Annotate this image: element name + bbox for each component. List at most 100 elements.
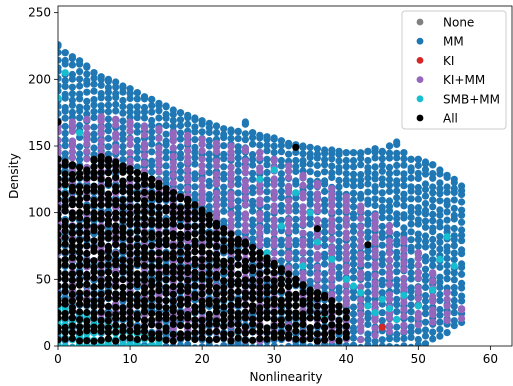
point-mm-1967 bbox=[458, 182, 466, 190]
point-all-143 bbox=[90, 309, 98, 318]
point-ki-mm-578 bbox=[328, 275, 336, 283]
point-all-352 bbox=[140, 229, 149, 237]
point-mm-1016 bbox=[234, 154, 242, 162]
point-all-259 bbox=[119, 304, 127, 312]
y-tick-label: 150 bbox=[28, 139, 51, 153]
point-smb-mm-92 bbox=[400, 291, 408, 299]
point-all-274 bbox=[119, 203, 127, 211]
point-all-442 bbox=[169, 304, 177, 312]
point-mm-79 bbox=[61, 129, 69, 137]
point-all-346 bbox=[140, 270, 149, 279]
point-mm-1627 bbox=[371, 145, 379, 153]
point-mm-1775 bbox=[407, 203, 415, 212]
point-mm-1879 bbox=[436, 278, 444, 286]
point-mm-1805 bbox=[414, 204, 422, 212]
point-all-595 bbox=[220, 296, 228, 304]
point-all-96 bbox=[76, 261, 84, 269]
point-ki-mm-115 bbox=[97, 113, 105, 121]
point-mm-1881 bbox=[436, 263, 444, 271]
point-ki-mm-52 bbox=[68, 127, 76, 136]
point-mm-1749 bbox=[400, 170, 408, 178]
point-mm-174 bbox=[76, 103, 84, 111]
point-mm-1806 bbox=[414, 195, 422, 203]
point-all-26 bbox=[58, 163, 62, 171]
point-all-584 bbox=[212, 242, 221, 250]
point-all-339 bbox=[140, 316, 149, 324]
point-ki-mm-425 bbox=[241, 177, 249, 185]
point-mm-1397 bbox=[321, 228, 329, 236]
point-mm-1511 bbox=[349, 294, 358, 302]
point-all-186 bbox=[97, 215, 105, 223]
point-mm-1529 bbox=[349, 176, 358, 184]
point-all-257 bbox=[119, 314, 127, 323]
point-smb-mm-87 bbox=[357, 289, 365, 297]
point-all-298 bbox=[126, 229, 134, 237]
point-ki-mm-695 bbox=[414, 294, 422, 303]
point-mm-1212 bbox=[277, 194, 285, 202]
point-all-633 bbox=[234, 277, 242, 285]
point-all-247 bbox=[112, 197, 120, 205]
point-all-95 bbox=[76, 269, 84, 277]
point-all-221 bbox=[104, 176, 112, 184]
point-mm-660 bbox=[162, 148, 170, 156]
point-mm-168 bbox=[76, 143, 84, 151]
point-mm-1525 bbox=[349, 203, 358, 211]
point-ki-mm-23 bbox=[58, 137, 62, 145]
point-mm-731 bbox=[176, 174, 185, 183]
point-smb-mm-97 bbox=[450, 262, 458, 270]
point-all-440 bbox=[169, 314, 177, 322]
point-mm-1957 bbox=[458, 246, 466, 254]
point-all-324 bbox=[133, 235, 141, 243]
point-mm-176 bbox=[76, 90, 84, 98]
point-mm-1156 bbox=[263, 133, 271, 141]
point-all-308 bbox=[126, 165, 134, 173]
point-all-475 bbox=[176, 241, 185, 249]
point-all-748 bbox=[299, 336, 307, 344]
point-all-141 bbox=[90, 323, 98, 331]
point-mm-1765 bbox=[407, 269, 415, 277]
point-all-71 bbox=[68, 243, 76, 251]
point-mm-1459 bbox=[335, 230, 343, 238]
point-all-304 bbox=[126, 188, 134, 196]
point-mm-474 bbox=[126, 85, 134, 93]
point-all-208 bbox=[104, 261, 112, 269]
point-all-12 bbox=[58, 257, 62, 265]
point-ki-mm-329 bbox=[198, 193, 206, 201]
point-mm-1439 bbox=[328, 155, 336, 163]
point-ki-mm-481 bbox=[270, 202, 278, 210]
point-smb-mm-89 bbox=[371, 309, 379, 317]
point-mm-1747 bbox=[400, 182, 408, 190]
point-mm-1522 bbox=[349, 222, 358, 230]
point-all-315 bbox=[133, 297, 141, 305]
point-mm-1740 bbox=[400, 230, 408, 238]
point-mm-1712 bbox=[393, 200, 401, 208]
point-mm-256 bbox=[90, 144, 98, 152]
point-ki-mm-398 bbox=[227, 148, 235, 156]
point-all-502 bbox=[184, 215, 192, 223]
point-all-206 bbox=[104, 275, 112, 283]
point-mm-1578 bbox=[364, 261, 372, 269]
point-all-436 bbox=[162, 185, 170, 193]
point-mm-1266 bbox=[292, 262, 300, 271]
point-all-462 bbox=[176, 330, 185, 338]
point-mm-262 bbox=[90, 101, 98, 109]
point-smb-mm-83 bbox=[313, 238, 321, 246]
point-all-503 bbox=[184, 209, 192, 217]
point-mm-1873 bbox=[436, 318, 444, 326]
point-mm-1019 bbox=[234, 135, 242, 143]
point-ki-mm-713 bbox=[443, 317, 451, 325]
point-all-534 bbox=[198, 302, 206, 311]
point-mm-391 bbox=[112, 90, 120, 98]
point-all-654 bbox=[241, 247, 249, 256]
point-smb-mm-95 bbox=[436, 255, 444, 263]
point-smb-mm-15 bbox=[69, 344, 76, 346]
point-mm-1332 bbox=[306, 249, 314, 257]
point-mm-952 bbox=[220, 131, 228, 139]
point-all-704 bbox=[270, 315, 278, 323]
point-all-456 bbox=[169, 209, 177, 217]
point-all-399 bbox=[155, 262, 163, 270]
point-all-675 bbox=[256, 315, 264, 323]
point-all-643 bbox=[241, 323, 249, 331]
point-mm-1645 bbox=[378, 229, 386, 237]
point-all-687 bbox=[263, 335, 271, 343]
